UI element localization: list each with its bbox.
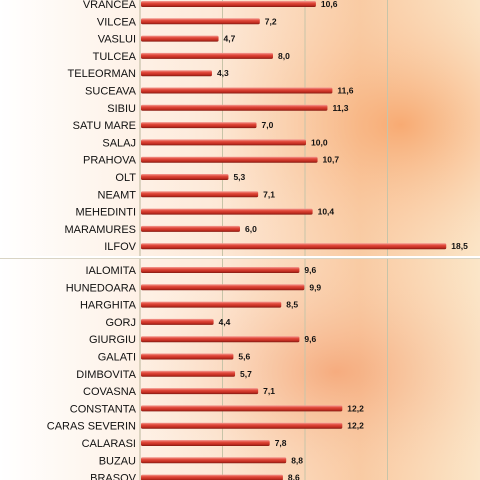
data-label: 8,5 [286, 300, 298, 310]
bar [141, 87, 333, 94]
bar [141, 301, 282, 308]
panel-separator [0, 256, 480, 258]
bar [141, 18, 260, 25]
bar [141, 474, 283, 480]
category-label: PRAHOVA [83, 155, 137, 167]
category-label: SALAJ [102, 137, 136, 149]
data-label: 6,0 [245, 224, 257, 234]
bar [141, 70, 212, 77]
bar [141, 139, 306, 146]
bar [141, 440, 270, 446]
category-label: BRASOV [90, 473, 137, 480]
data-label: 10,7 [323, 155, 340, 165]
data-label: 7,1 [263, 189, 275, 199]
chart-panel-1: VRANCEA 10,6 VILCEA 7,2 VASLUI 4,7 TULCEA 8,0 TE… [0, 0, 480, 256]
bar [141, 122, 257, 129]
data-label: 7,0 [262, 120, 274, 130]
category-label: NEAMT [98, 189, 137, 201]
bar [141, 225, 240, 232]
data-label: 9,6 [304, 265, 316, 275]
data-label: 9,9 [309, 282, 321, 292]
data-label: 7,8 [275, 438, 287, 448]
bar [141, 284, 305, 291]
category-label: TELEORMAN [68, 68, 137, 80]
data-label: 5,7 [240, 369, 252, 379]
bar [141, 191, 259, 198]
category-label: MARAMURES [64, 224, 136, 236]
category-label: MEHEDINTI [76, 207, 137, 219]
bar [141, 457, 287, 464]
bar [141, 52, 273, 59]
category-label: HUNEDOARA [66, 282, 137, 294]
bar [141, 318, 214, 325]
bar [141, 174, 229, 180]
data-label: 9,6 [304, 334, 316, 344]
category-label: VILCEA [97, 16, 137, 28]
category-label: BUZAU [99, 455, 136, 467]
category-label: SUCEAVA [85, 86, 137, 98]
category-label: SIBIU [107, 103, 136, 115]
category-label: VASLUI [98, 34, 136, 46]
data-label: 8,8 [291, 455, 303, 465]
category-label: HARGHITA [80, 300, 137, 312]
bar [141, 35, 219, 42]
data-label: 11,6 [337, 86, 353, 96]
bar [141, 370, 236, 377]
bar [141, 353, 234, 360]
bar [141, 243, 447, 250]
category-label: TULCEA [93, 51, 137, 63]
bar [141, 208, 313, 215]
data-label: 12,2 [347, 421, 364, 431]
category-label: GORJ [105, 317, 136, 329]
category-label: CONSTANTA [70, 403, 137, 415]
data-label: 11,3 [332, 103, 348, 113]
data-label: 7,1 [263, 386, 275, 396]
category-label: GALATI [98, 352, 136, 364]
data-label: 12,2 [347, 403, 364, 413]
plot-glow [120, 258, 480, 480]
bar [141, 104, 328, 111]
data-label: 10,4 [318, 207, 335, 217]
data-label: 18,5 [451, 241, 468, 251]
data-label: 4,3 [217, 68, 229, 78]
chart-panel-2: IALOMITA 9,6 HUNEDOARA 9,9 HARGHITA 8,5 GORJ 4,… [0, 258, 480, 480]
data-label: 7,2 [265, 16, 277, 26]
data-label: 4,4 [219, 317, 231, 327]
data-label: 5,3 [233, 172, 245, 182]
bar [141, 422, 343, 429]
data-label: 8,0 [278, 51, 290, 61]
bar [141, 1, 316, 7]
category-label: VRANCEA [83, 0, 137, 11]
bar [141, 336, 300, 343]
bar [141, 405, 343, 412]
bar [141, 388, 259, 395]
category-label: IALOMITA [85, 265, 136, 277]
data-label: 4,7 [224, 34, 236, 44]
category-label: COVASNA [83, 386, 137, 398]
category-label: SATU MARE [73, 120, 136, 132]
category-label: OLT [115, 172, 136, 184]
bar [141, 267, 300, 273]
category-label: GIURGIU [89, 334, 136, 346]
category-label: CALARASI [82, 438, 136, 450]
data-label: 10,6 [321, 0, 338, 9]
data-label: 8,6 [288, 473, 300, 480]
data-label: 5,6 [238, 352, 250, 362]
bar [141, 156, 318, 163]
data-label: 10,0 [311, 137, 328, 147]
category-label: CARAS SEVERIN [47, 421, 136, 433]
category-label: ILFOV [104, 241, 136, 253]
category-label: DIMBOVITA [76, 369, 136, 381]
